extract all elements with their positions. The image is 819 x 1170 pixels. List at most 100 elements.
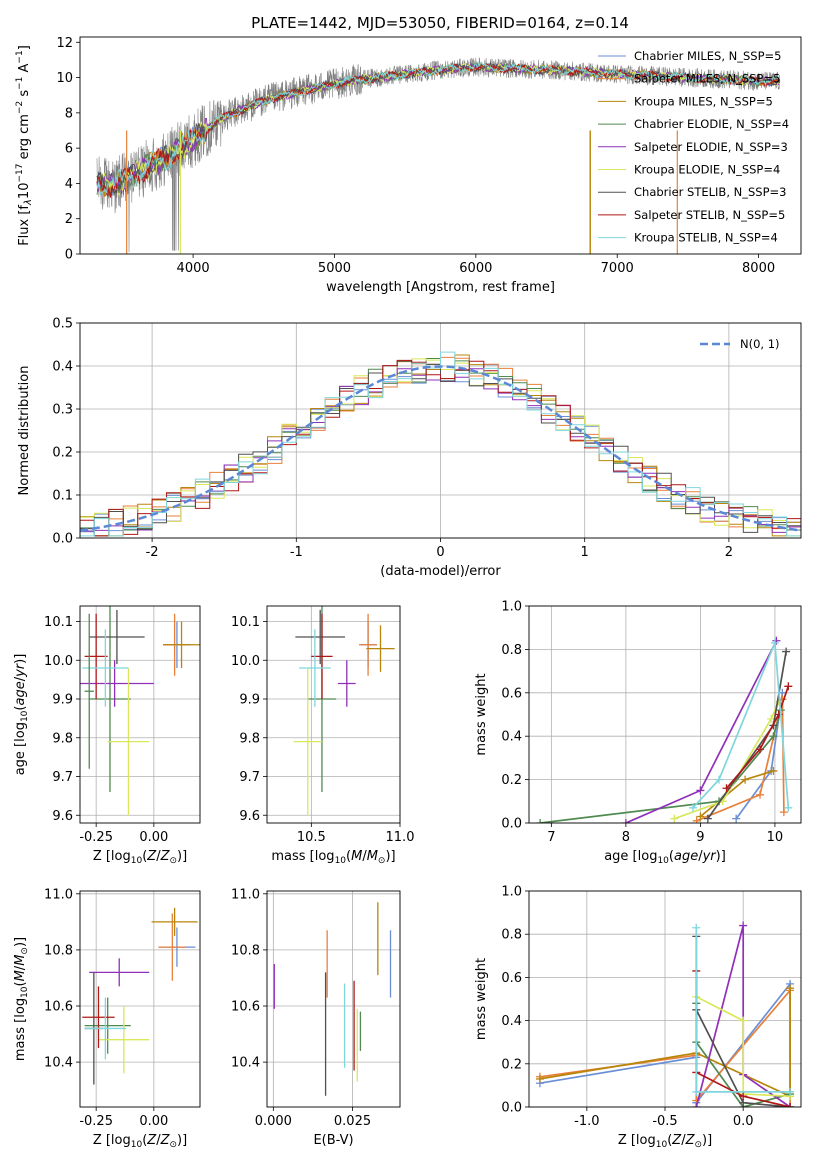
mass-vs-Z-xtick-label: 0.00 [139,1114,168,1129]
weight-vs-age-marker-4-1 [696,786,705,795]
mass-vs-ebv-frame [266,890,401,1108]
weight-vs-Z-xtick-label: -0.5 [652,1114,677,1129]
spectrum-frame [79,36,802,255]
spectrum-ytick-label: 2 [65,212,73,227]
weight-vs-age-ytick-label: 0.8 [501,643,522,658]
legend-label-8: Kroupa STELIB, N_SSP=4 [634,231,778,245]
age-vs-mass-xtick-label: 10.5 [297,830,326,845]
mass-vs-ebv-xlabel: E(B-V) [313,1133,353,1148]
age-vs-Z-axes: -0.25 0.00 9.6 9.7 9.8 9.9 10.0 10.1 [44,606,200,845]
mass-vs-ebv-ytick-label: 10.6 [231,1000,260,1015]
weight-vs-age-marker-2-2 [769,766,778,775]
mass-vs-ebv-xtick-label: 0.000 [255,1114,292,1129]
mass-vs-Z-ytick-label: 11.0 [44,887,73,902]
weight-vs-age-marker-7-3 [784,682,793,691]
histogram-8 [80,351,801,537]
age-vs-mass-ytick-label: 9.6 [239,809,260,824]
residuals-xtick-label: 0 [436,545,444,560]
weight-vs-age-marker-3-2 [769,732,778,741]
weight-vs-age-ytick-label: 0.4 [501,730,522,745]
mass-vs-Z-frame [79,890,201,1108]
weight-vs-age-xtick-label: 8 [622,830,630,845]
legend-label-1: Salpeter MILES, N_SSP=5 [634,72,780,86]
residuals-ytick-label: 0.1 [52,489,73,504]
spectrum-data-line [96,57,780,253]
spectrum-ytick-label: 6 [65,142,73,157]
weight-vs-age-marker-4-0 [621,819,630,823]
residuals-ytick-label: 0.4 [52,360,73,375]
weight-vs-Z-frame [528,890,802,1108]
weight-vs-age-line-5 [674,701,780,820]
weight-vs-Z-marker-2-0 [535,1074,544,1083]
legend-label-0: Chabrier MILES, N_SSP=5 [634,49,781,63]
weight-vs-age-marker-1-1 [756,790,765,799]
age-vs-Z-frame [79,605,201,824]
legend-label-7: Salpeter STELIB, N_SSP=5 [634,208,785,222]
mass-vs-Z-ytick-label: 10.4 [44,1056,73,1071]
weight-vs-age-frame [528,605,802,824]
age-vs-Z-xlabel: Z [log10(Z/Z⊙)] [93,849,187,866]
weight-vs-Z-ylabel: mass weight [474,958,489,1040]
weight-vs-age-marker-7-0 [722,784,731,793]
gaussian-reference-curve [80,365,799,532]
legend-label-4: Salpeter ELODIE, N_SSP=3 [634,140,788,154]
residuals-xtick-label: 1 [581,545,589,560]
weight-vs-Z-marker-7-3 [786,1103,795,1107]
residuals-xlabel: (data-model)/error [380,564,501,579]
weight-vs-age-ylabel: mass weight [474,673,489,755]
age-vs-mass-ytick-label: 9.8 [239,731,260,746]
weight-vs-Z-marker-8-1 [692,1087,701,1096]
age-vs-Z-xtick-label: -0.25 [79,830,113,845]
weight-vs-Z-marker-2-3 [786,984,795,993]
residual-histograms [80,351,801,537]
mass-vs-Z-ylabel: mass [log10(M/M⊙)] [13,937,30,1061]
legend-label-3: Chabrier ELODIE, N_SSP=4 [634,117,789,131]
weight-vs-age-xtick-label: 10 [767,830,784,845]
age-vs-mass-frame [266,605,401,824]
residuals-legend: N(0, 1) [700,337,780,351]
legend-gaussian-label: N(0, 1) [740,337,780,351]
weight-vs-Z-xtick-label: -1.0 [574,1114,599,1129]
weight-vs-age-line-8 [692,642,790,809]
weight-vs-age-marker-0-0 [732,814,741,823]
weight-vs-age-marker-8-0 [688,803,697,812]
mass-vs-ebv-xtick-label: 0.025 [334,1114,371,1129]
spectrum-ytick-label: 10 [56,71,73,86]
residuals-ytick-label: 0.3 [52,403,73,418]
weight-vs-age-ytick-label: 1.0 [501,600,522,615]
spectrum-xlabel: wavelength [Angstrom, rest frame] [326,280,555,295]
spectrum-ytick-label: 4 [65,177,73,192]
age-vs-mass-points [293,606,395,816]
weight-vs-age-marker-6-0 [703,814,712,823]
weight-vs-Z-line-5 [695,996,791,1098]
weight-vs-age-ytick-label: 0.0 [501,817,522,832]
spectrum-ytick-label: 0 [65,248,73,263]
age-vs-Z-ytick-label: 9.6 [52,809,73,824]
age-vs-mass-ytick-label: 10.0 [231,654,260,669]
spectrum-xtick-label: 5000 [318,261,351,276]
weight-vs-age-line-3 [540,709,782,823]
residuals-axes: -2 -1 0 1 2 0.0 0.1 0.2 0.3 0.4 0.5 [52,317,801,560]
weight-vs-Z-ytick-label: 0.0 [501,1101,522,1116]
weight-vs-Z-marker-8-2 [786,1087,795,1096]
age-vs-Z-xtick-label: 0.00 [139,830,168,845]
spectrum-legend: Chabrier MILES, N_SSP=5 Salpeter MILES, N… [598,49,789,245]
age-vs-Z-ytick-label: 9.9 [52,693,73,708]
weight-vs-age-xlabel: age [log10(age/yr)] [604,849,726,866]
weight-vs-age-line-7 [725,686,790,789]
figure-title: PLATE=1442, MJD=53050, FIBERID=0164, z=0… [251,14,629,32]
age-vs-mass-ytick-label: 9.7 [239,770,260,785]
spectrum-xtick-label: 7000 [601,261,634,276]
age-vs-mass-axes: 10.5 11.0 9.6 9.7 9.8 9.9 10.0 10.1 [231,606,414,845]
mass-vs-Z-axes: -0.25 0.00 10.4 10.6 10.8 11.0 [44,887,200,1129]
mass-vs-Z-points [82,907,198,1085]
weight-vs-age-xtick-label: 9 [696,830,704,845]
spectrum-xtick-label: 8000 [742,261,775,276]
mass-vs-ebv-points [273,902,392,1096]
age-vs-Z-ytick-label: 10.1 [44,615,73,630]
residuals-xtick-label: -1 [290,545,303,560]
spectrum-lines [96,57,781,254]
mass-vs-ebv-axes: 0.000 0.025 10.4 10.6 10.8 11.0 [231,887,400,1129]
age-vs-Z-ytick-label: 9.7 [52,770,73,785]
